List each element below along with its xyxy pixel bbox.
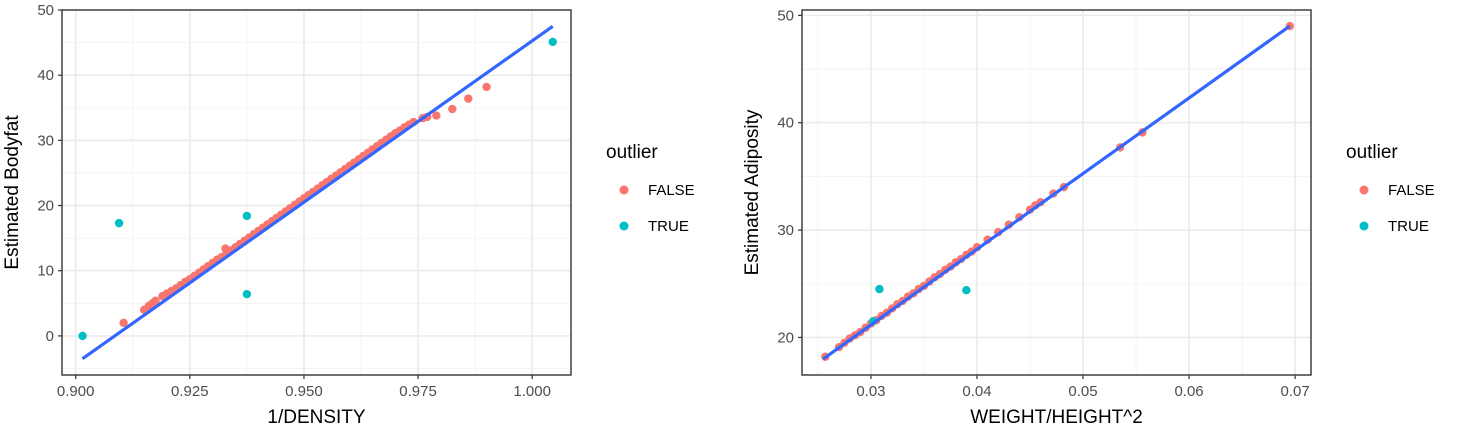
x-tick-label: 0.04: [962, 383, 991, 400]
y-tick-label: 0: [46, 328, 54, 345]
x-axis-title: 1/DENSITY: [267, 407, 366, 428]
y-tick-label: 10: [37, 263, 54, 280]
legend-label-false: FALSE: [648, 182, 695, 199]
y-tick-label: 50: [777, 7, 794, 24]
adiposity-panel: 0.03 0.04 0.05 0.06 0.07 20 30 40 50 WEIGHT/HEIGH…: [742, 7, 1435, 428]
x-axis-title: WEIGHT/HEIGHT^2: [970, 407, 1143, 428]
legend-label-false: FALSE: [1388, 182, 1435, 199]
point-false: [119, 318, 128, 328]
y-tick-label: 30: [777, 222, 794, 239]
legend-title: outlier: [606, 142, 658, 163]
fit-line: [81, 24, 554, 361]
legend-key-false: [619, 185, 629, 195]
point-true: [962, 285, 971, 295]
point-true: [242, 289, 252, 299]
point-false: [151, 296, 160, 305]
legend-key-true: [619, 221, 629, 231]
x-tick-label: 0.975: [399, 383, 437, 400]
x-tick-label: 0.07: [1280, 383, 1309, 400]
point-true: [114, 218, 124, 228]
point-false: [464, 94, 473, 103]
y-tick-label: 40: [777, 115, 794, 132]
point-false: [482, 82, 491, 92]
x-tick-label: 0.950: [285, 383, 323, 400]
x-tick-label: 0.05: [1068, 383, 1097, 400]
legend: outlier FALSE TRUE: [1346, 142, 1435, 235]
point-true: [78, 331, 87, 341]
point-false: [432, 111, 441, 120]
y-tick-label: 40: [37, 67, 54, 84]
point-true: [242, 211, 252, 221]
y-tick-label: 20: [37, 198, 54, 215]
legend-label-true: TRUE: [648, 218, 689, 235]
bodyfat-panel: 0.900 0.925 0.950 0.975 1.000 0 10 20 30 40 50 1/DE…: [2, 2, 695, 428]
y-axis-title: Estimated Adiposity: [742, 109, 763, 275]
legend-label-true: TRUE: [1388, 218, 1429, 235]
point-false: [448, 104, 457, 114]
y-tick-label: 50: [37, 2, 54, 19]
legend-title: outlier: [1346, 142, 1398, 163]
x-tick-label: 1.000: [513, 383, 551, 400]
panel-border: [801, 9, 1312, 376]
x-tick-label: 0.900: [57, 383, 95, 400]
fit-line: [822, 24, 1291, 361]
point-true: [548, 37, 557, 47]
x-tick-label: 0.06: [1174, 383, 1203, 400]
y-tick-label: 30: [37, 132, 54, 149]
x-tick-label: 0.925: [171, 383, 209, 400]
y-tick-label: 20: [777, 329, 794, 346]
legend-key-false: [1359, 185, 1369, 195]
point-true: [875, 284, 884, 294]
panel-border: [61, 9, 572, 376]
y-axis-title: Estimated Bodyfat: [2, 115, 23, 270]
legend-key-true: [1359, 221, 1369, 231]
x-tick-label: 0.03: [856, 383, 885, 400]
legend: outlier FALSE TRUE: [606, 142, 695, 235]
